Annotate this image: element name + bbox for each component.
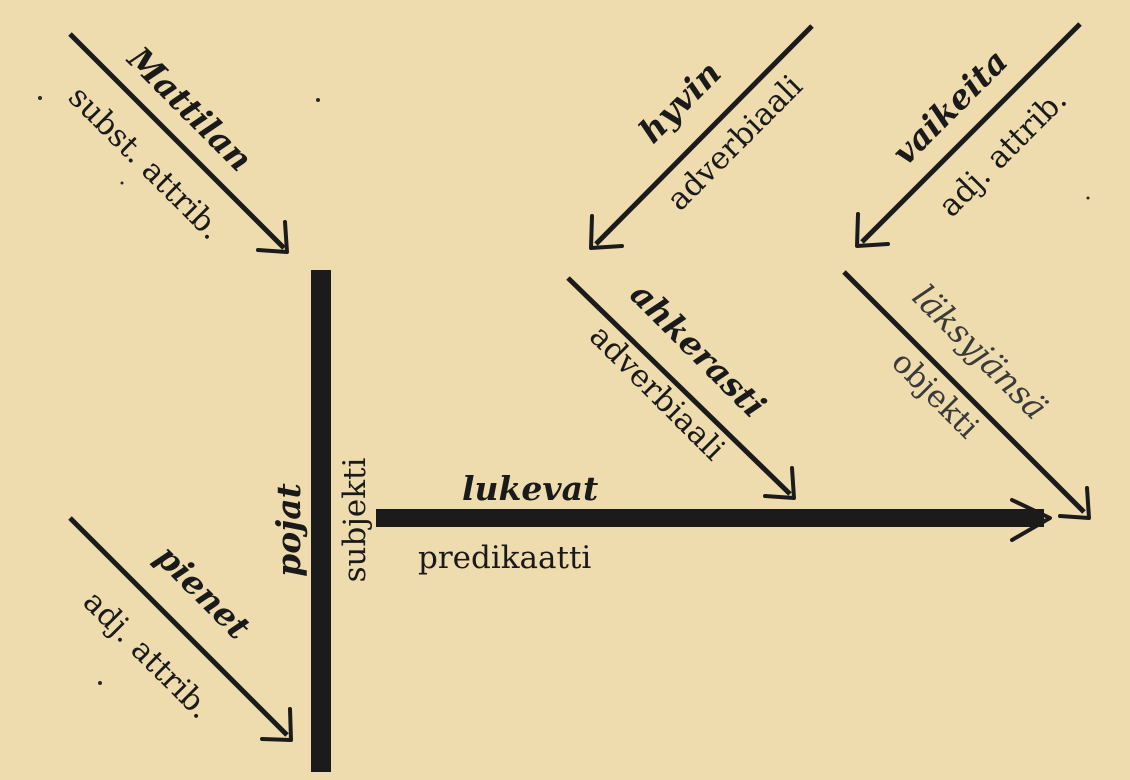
predicate-group: lukevat predikaatti xyxy=(376,469,1052,576)
modifier-ahkerasti: ahkerasti adverbiaali xyxy=(566,274,796,500)
modifier-word: hyvin xyxy=(631,53,728,150)
modifier-laksyjansa: läksyjänsä objekti xyxy=(842,270,1091,520)
modifier-hyvin: hyvin adverbiaali xyxy=(589,24,814,250)
modifier-arrowhead xyxy=(256,220,289,254)
modifier-line xyxy=(842,270,1086,514)
modifier-line xyxy=(566,276,792,496)
modifier-mattilan: Mattilan subst. attrib. xyxy=(61,32,289,254)
predicate-word: lukevat xyxy=(462,469,598,508)
modifier-pienet: pienet adj. attrib. xyxy=(68,516,293,742)
modifier-word: pienet xyxy=(148,537,258,647)
modifier-line xyxy=(860,22,1082,244)
paper-speck xyxy=(120,181,124,185)
modifier-arrowhead xyxy=(855,212,890,248)
subject-word: pojat xyxy=(269,483,308,577)
modifier-arrowhead xyxy=(763,466,796,500)
modifier-line xyxy=(68,32,286,250)
modifier-vaikeita: vaikeita adj. attrib. xyxy=(855,22,1082,248)
modifier-line xyxy=(594,24,814,246)
paper-speck xyxy=(316,98,320,102)
paper-speck xyxy=(1086,196,1090,200)
modifier-arrowhead xyxy=(260,707,293,742)
predicate-role: predikaatti xyxy=(418,540,591,576)
modifier-arrowhead xyxy=(589,214,624,250)
modifier-line xyxy=(68,516,289,737)
subject-group: pojat subjekti xyxy=(269,270,373,772)
paper-speck xyxy=(38,96,42,100)
predicate-arrowhead xyxy=(1010,498,1052,542)
subject-role: subjekti xyxy=(337,458,373,583)
modifier-arrowhead xyxy=(1058,486,1091,520)
paper-speck xyxy=(98,681,102,685)
